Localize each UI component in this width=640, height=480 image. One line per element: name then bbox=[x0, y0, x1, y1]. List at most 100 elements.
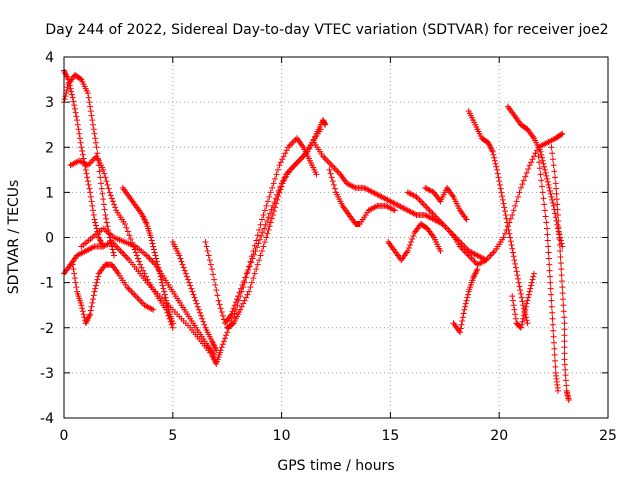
data-point bbox=[107, 192, 114, 199]
data-point bbox=[530, 273, 537, 280]
data-point bbox=[558, 272, 565, 279]
data-point bbox=[494, 170, 501, 177]
data-point bbox=[276, 162, 283, 169]
data-point bbox=[63, 87, 70, 94]
data-point bbox=[219, 312, 226, 319]
data-point bbox=[442, 223, 449, 230]
data-point bbox=[76, 135, 83, 142]
x-tick-label: 10 bbox=[273, 428, 291, 444]
data-point bbox=[372, 203, 379, 210]
x-tick-label: 25 bbox=[599, 428, 617, 444]
series-track-q bbox=[465, 108, 531, 327]
data-point bbox=[112, 204, 119, 211]
data-point bbox=[256, 226, 263, 233]
data-point bbox=[521, 309, 528, 316]
data-point bbox=[156, 267, 163, 274]
data-point bbox=[219, 341, 226, 348]
data-point bbox=[178, 258, 185, 265]
series-track-b bbox=[61, 72, 118, 259]
data-point bbox=[528, 279, 535, 286]
data-point bbox=[554, 201, 561, 208]
data-point bbox=[89, 299, 96, 306]
data-point bbox=[509, 297, 516, 304]
data-point bbox=[187, 282, 194, 289]
data-point bbox=[182, 270, 189, 277]
data-point bbox=[333, 166, 339, 173]
data-point bbox=[537, 148, 544, 155]
data-point bbox=[561, 326, 568, 333]
data-point bbox=[108, 195, 115, 202]
data-point bbox=[549, 156, 556, 163]
data-point bbox=[467, 254, 474, 261]
data-point bbox=[102, 211, 109, 218]
data-point bbox=[422, 202, 429, 209]
data-point bbox=[289, 139, 296, 146]
y-axis-label: SDTVAR / TECUs bbox=[6, 180, 22, 295]
data-point bbox=[146, 255, 153, 262]
data-point bbox=[454, 236, 461, 243]
data-point bbox=[241, 297, 248, 304]
data-point bbox=[512, 260, 519, 267]
data-point bbox=[264, 198, 271, 205]
data-point bbox=[92, 135, 99, 142]
series-track-k bbox=[311, 130, 566, 268]
data-point bbox=[245, 266, 252, 273]
y-tick-label: 4 bbox=[45, 50, 54, 66]
data-point bbox=[457, 325, 464, 332]
data-point bbox=[502, 211, 509, 218]
data-point bbox=[243, 270, 250, 277]
data-point bbox=[259, 216, 266, 223]
data-point bbox=[552, 180, 559, 187]
data-point bbox=[180, 264, 187, 271]
data-point bbox=[137, 261, 144, 268]
data-point bbox=[502, 208, 509, 215]
data-point bbox=[160, 285, 167, 292]
data-point bbox=[96, 168, 103, 175]
data-point bbox=[461, 243, 468, 250]
data-point bbox=[106, 189, 113, 196]
data-point bbox=[538, 154, 545, 161]
data-point bbox=[548, 303, 555, 310]
data-point bbox=[253, 237, 260, 244]
data-point bbox=[562, 372, 569, 379]
data-point bbox=[545, 249, 552, 256]
data-point bbox=[85, 181, 92, 188]
data-point bbox=[505, 226, 512, 233]
data-point bbox=[91, 216, 98, 223]
data-point bbox=[512, 315, 519, 322]
data-point bbox=[553, 196, 560, 203]
data-point bbox=[61, 96, 68, 103]
data-point bbox=[560, 308, 567, 315]
data-point bbox=[195, 306, 202, 313]
data-point bbox=[90, 292, 97, 299]
data-point bbox=[515, 275, 522, 282]
data-point bbox=[249, 255, 256, 262]
data-point bbox=[88, 198, 95, 205]
data-point bbox=[551, 168, 558, 175]
data-point bbox=[539, 157, 546, 164]
data-point bbox=[517, 324, 524, 331]
data-point bbox=[149, 240, 156, 247]
data-point bbox=[552, 363, 559, 370]
series-track-l bbox=[326, 166, 398, 227]
data-point bbox=[213, 287, 220, 294]
data-point bbox=[87, 103, 94, 110]
data-point bbox=[548, 291, 555, 298]
series-track-p bbox=[450, 266, 481, 336]
data-point bbox=[470, 257, 477, 264]
data-point bbox=[89, 202, 96, 209]
data-point bbox=[87, 193, 94, 200]
data-point bbox=[313, 171, 320, 178]
data-point bbox=[507, 234, 514, 241]
data-point bbox=[128, 288, 135, 295]
data-point bbox=[410, 232, 417, 239]
data-point bbox=[89, 117, 96, 124]
data-point bbox=[216, 301, 223, 308]
data-point bbox=[555, 223, 562, 230]
data-point bbox=[85, 94, 92, 101]
data-point bbox=[539, 189, 546, 196]
data-point bbox=[516, 189, 523, 196]
series-track-o bbox=[422, 184, 470, 223]
data-point bbox=[541, 207, 548, 214]
data-point bbox=[71, 275, 78, 282]
